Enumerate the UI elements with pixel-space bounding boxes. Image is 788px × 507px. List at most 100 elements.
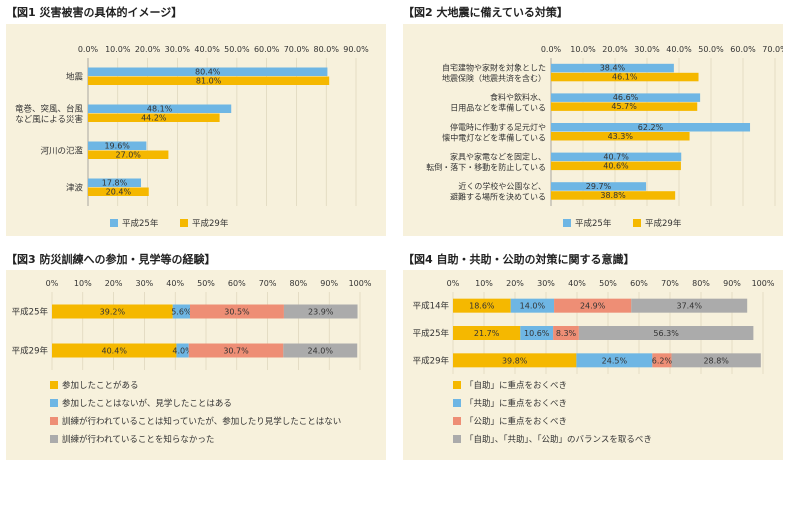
bar-segment (453, 353, 577, 368)
legend-swatch (633, 219, 641, 227)
bar (88, 104, 232, 113)
legend-label: 平成29年 (645, 218, 682, 229)
x-tick-label: 70% (661, 279, 679, 288)
data-label: 24.5% (602, 356, 628, 365)
bar (88, 67, 328, 76)
category-label: 平成29年 (413, 355, 450, 366)
legend-swatch (180, 219, 188, 227)
legend-swatch (453, 381, 461, 389)
data-label: 10.6% (524, 329, 550, 338)
legend-swatch (50, 417, 58, 425)
category-label: 日用品などを準備している (450, 103, 546, 113)
fig2-chart: 0.0% 10.0% 20.0% 30.0% 40.0% 50.0% 60.0% 70.0% 自… (403, 24, 783, 236)
category-label: 懐中電灯などを準備している (442, 132, 546, 142)
data-label: 24.9% (580, 302, 606, 311)
bar-segment (576, 353, 653, 368)
legend-swatch (110, 219, 118, 227)
legend-label: 平成29年 (192, 218, 229, 229)
x-tick-label: 10% (74, 279, 92, 288)
fig1-title: 【図1 災害被害の具体的イメージ】 (6, 6, 183, 19)
category-label: 河川の氾濫 (40, 146, 83, 157)
x-tick-label: 20.0% (135, 45, 161, 54)
bar-segment (172, 304, 190, 319)
fig3-chart: 0% 10% 20% 30% 40% 50% 60% 70% 80% 90% 100% 平成25年 39… (6, 270, 386, 460)
data-label: 24.0% (308, 347, 334, 356)
x-tick-label: 30% (537, 279, 555, 288)
legend-label: 「公助」に重点をおくべき (465, 416, 567, 427)
x-tick-label: 0% (447, 279, 460, 288)
x-tick-label: 90.0% (343, 45, 369, 54)
x-tick-label: 80.0% (314, 45, 340, 54)
legend-label: 参加したことがある (62, 380, 139, 391)
x-tick-label: 70.0% (762, 45, 783, 54)
category-label: 平成25年 (12, 307, 49, 318)
x-tick-label: 70% (259, 279, 277, 288)
data-label: 4.0% (172, 347, 193, 356)
bar-segment (553, 326, 579, 340)
fig4-title: 【図4 自助・共助・公助の対策に関する意識】 (403, 253, 635, 266)
x-tick-label: 40.0% (666, 45, 692, 54)
data-label: 46.1% (612, 73, 638, 82)
bar (551, 72, 699, 82)
fig2-title: 【図2 大地震に備えている対策】 (403, 6, 568, 19)
x-tick-label: 30% (136, 279, 154, 288)
bar-segment (283, 343, 358, 358)
bar (551, 161, 681, 171)
data-label: 6.2% (652, 356, 673, 365)
legend-label: 「自助」に重点をおくべき (465, 380, 567, 391)
legend-swatch (453, 435, 461, 443)
category-label: 停電時に作動する足元灯や (450, 122, 546, 132)
legend-swatch (50, 399, 58, 407)
category-label: など風による災害 (15, 114, 83, 125)
bar (551, 123, 751, 132)
data-label: 40.6% (603, 161, 629, 170)
x-tick-label: 10.0% (105, 45, 131, 54)
data-label: 56.3% (653, 329, 679, 338)
x-tick-label: 10.0% (570, 45, 596, 54)
x-tick-label: 60.0% (730, 45, 756, 54)
bar (551, 102, 698, 111)
data-label: 14.0% (520, 302, 546, 311)
category-label: 近くの学校や公園など、 (458, 181, 546, 191)
bar-segment (652, 353, 672, 368)
category-label: 地震保険（地震共済を含む） (442, 73, 546, 83)
bar (551, 191, 676, 200)
data-label: 40.7% (603, 152, 629, 161)
category-label: 転倒・落下・移動を防止している (426, 162, 546, 172)
x-tick-label: 100% (752, 279, 775, 288)
bar (88, 178, 142, 187)
x-tick-label: 30.0% (634, 45, 660, 54)
bar (551, 63, 674, 73)
data-label: 30.7% (223, 347, 249, 356)
category-label: 平成25年 (413, 328, 450, 339)
x-tick-label: 10% (475, 279, 493, 288)
category-label: 避難する場所を決めている (450, 191, 546, 201)
data-label: 48.1% (147, 104, 173, 113)
data-label: 81.0% (196, 76, 222, 85)
data-label: 44.2% (141, 113, 167, 122)
x-tick-label: 60% (630, 279, 648, 288)
category-label: 食料や飲料水、 (490, 92, 546, 102)
bar-segment (189, 304, 284, 319)
x-tick-label: 0.0% (78, 45, 99, 54)
legend-label: 平成25年 (575, 218, 612, 229)
x-tick-label: 70.0% (284, 45, 310, 54)
data-label: 20.4% (106, 187, 132, 196)
x-tick-label: 100% (349, 279, 372, 288)
category-label: 竜巻、突風、台風 (15, 103, 84, 114)
bar (88, 113, 220, 122)
category-label: 自宅建物や家財を対象とした (442, 63, 546, 73)
bar-segment (631, 298, 748, 313)
data-label: 40.4% (102, 347, 128, 356)
bar-segment (578, 326, 754, 340)
x-tick-label: 90% (723, 279, 741, 288)
data-label: 5.6% (171, 308, 192, 317)
bar-segment (554, 298, 632, 313)
bar-segment (510, 298, 555, 313)
data-label: 18.6% (469, 302, 495, 311)
x-tick-label: 50.0% (698, 45, 724, 54)
x-tick-label: 40% (568, 279, 586, 288)
bar-segment (453, 326, 521, 340)
category-label: 地震 (66, 72, 84, 83)
data-label: 21.7% (474, 329, 500, 338)
